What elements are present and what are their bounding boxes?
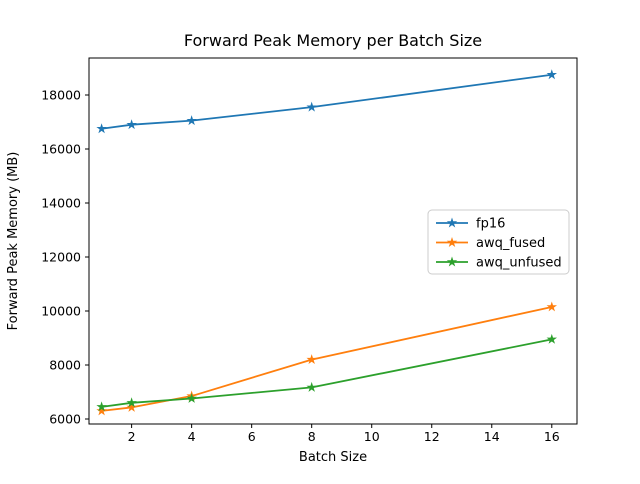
x-tick-label: 12 bbox=[424, 429, 440, 444]
series-line-awq_fused bbox=[100, 306, 553, 412]
marker-awq_unfused bbox=[96, 401, 107, 412]
marker-fp16 bbox=[126, 119, 137, 130]
marker-awq_fused bbox=[126, 401, 137, 412]
legend bbox=[427, 209, 570, 275]
x-tick-label: 6 bbox=[248, 429, 256, 444]
chart-generated-layer: 2 4 6 8 10 12 14 16 6000 8000 10000 12000 14000 16000… bbox=[41, 57, 578, 444]
marker-awq_fused bbox=[96, 405, 107, 416]
x-tick-label: 16 bbox=[544, 429, 560, 444]
y-tick-label: 16000 bbox=[41, 141, 81, 156]
y-tick-label: 8000 bbox=[49, 358, 81, 373]
x-tick-label: 8 bbox=[308, 429, 316, 444]
marker-fp16 bbox=[96, 123, 107, 134]
legend-marker-awq_unfused bbox=[446, 256, 458, 267]
x-tick-label: 10 bbox=[364, 429, 380, 444]
legend-marker-fp16 bbox=[446, 217, 458, 228]
y-tick-label: 6000 bbox=[49, 412, 81, 427]
y-tick-label: 12000 bbox=[41, 249, 81, 264]
marker-awq_fused bbox=[546, 301, 558, 312]
marker-awq_unfused bbox=[546, 333, 558, 344]
x-tick-label: 4 bbox=[188, 429, 196, 444]
marker-awq_fused bbox=[306, 354, 317, 365]
marker-fp16 bbox=[306, 101, 317, 112]
series-line-awq_unfused bbox=[100, 338, 553, 408]
y-axis-label: Forward Peak Memory (MB) bbox=[6, 152, 21, 331]
x-tick-label: 14 bbox=[484, 429, 500, 444]
marker-awq_unfused bbox=[126, 397, 137, 408]
marker-awq_unfused bbox=[306, 381, 317, 392]
marker-fp16 bbox=[186, 115, 197, 126]
x-tick-label: 2 bbox=[128, 429, 136, 444]
legend-label-awq_fused: awq_fused bbox=[476, 236, 545, 251]
legend-marker-awq_fused bbox=[446, 237, 458, 247]
series-line-fp16 bbox=[100, 73, 553, 130]
marker-fp16 bbox=[546, 69, 558, 80]
marker-awq_unfused bbox=[186, 392, 197, 403]
y-tick-label: 14000 bbox=[41, 195, 81, 210]
x-axis-label: Batch Size bbox=[299, 450, 367, 465]
y-tick-label: 10000 bbox=[41, 304, 81, 319]
legend-label-fp16: fp16 bbox=[476, 217, 505, 232]
y-tick-label: 18000 bbox=[41, 87, 81, 102]
chart-title: Forward Peak Memory per Batch Size bbox=[184, 31, 482, 50]
legend-label-awq_unfused: awq_unfused bbox=[476, 256, 562, 271]
plot-area bbox=[88, 57, 578, 425]
